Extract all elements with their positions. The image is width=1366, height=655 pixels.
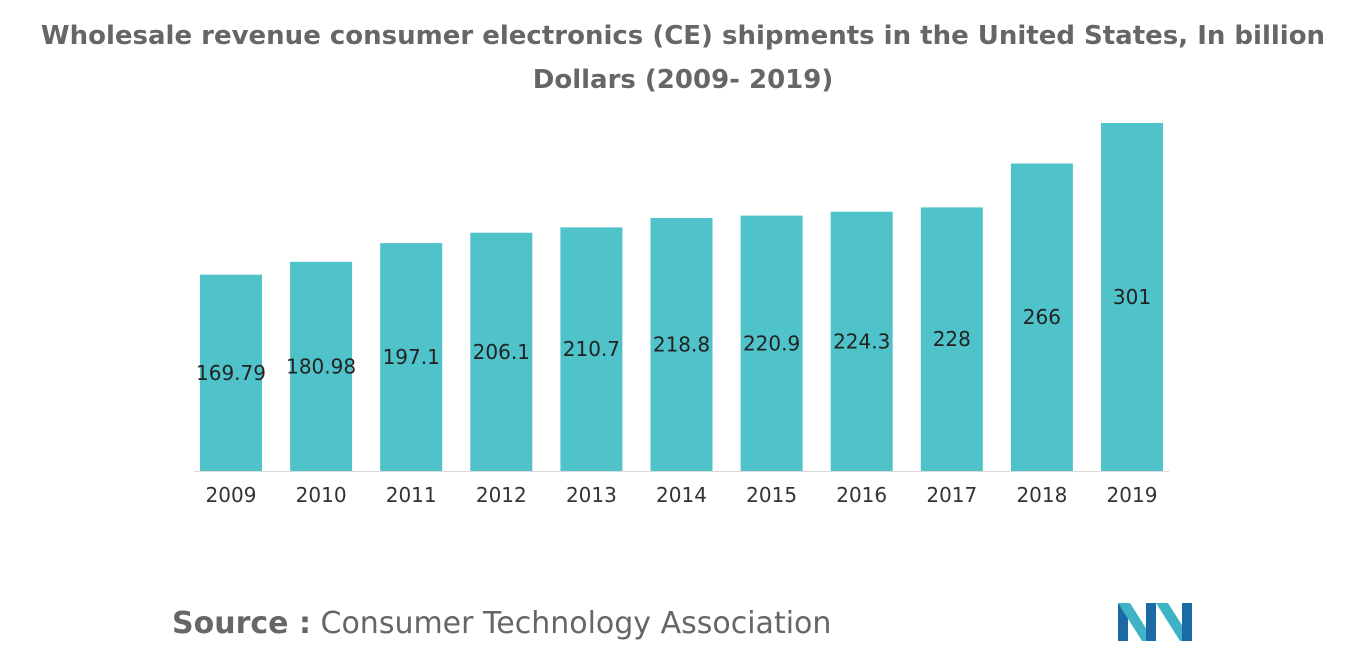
bar-2016: [830, 211, 893, 471]
bar-2011: [380, 243, 443, 471]
bar-2019: [1101, 123, 1163, 471]
x-tick-label-2013: 2013: [566, 483, 617, 507]
data-label-2017: 228: [933, 327, 971, 351]
chart-title-line-1: Wholesale revenue consumer electronics (…: [40, 21, 1326, 51]
bar-2014: [650, 218, 713, 471]
x-tick-label-2017: 2017: [926, 483, 977, 507]
mordor-intelligence-logo-icon: [1118, 603, 1192, 641]
data-label-2019: 301: [1113, 285, 1151, 309]
x-tick-label-2009: 2009: [206, 483, 257, 507]
data-label-2016: 224.3: [833, 329, 890, 353]
data-label-2018: 266: [1023, 305, 1061, 329]
data-label-2012: 206.1: [473, 340, 530, 364]
logo-right-leg: [1182, 603, 1192, 641]
data-label-2009: 169.79: [196, 361, 266, 385]
logo-left-diagonal: [1118, 603, 1154, 641]
x-tick-label-2015: 2015: [746, 483, 797, 507]
bar-2010: [290, 261, 353, 471]
bar-2012: [470, 232, 533, 471]
bar-2017: [920, 207, 983, 471]
source-note: Source : Consumer Technology Association: [172, 606, 831, 641]
x-tick-label-2016: 2016: [836, 483, 887, 507]
chart-title-line-2: Dollars (2009- 2019): [532, 65, 834, 95]
x-tick-label-2018: 2018: [1016, 483, 1067, 507]
bar-2015: [740, 215, 803, 471]
data-label-2015: 220.9: [743, 331, 800, 355]
x-tick-label-2011: 2011: [386, 483, 437, 507]
source-text: Consumer Technology Association: [320, 606, 832, 641]
bar-2009: [200, 274, 262, 471]
x-tick-label-2010: 2010: [296, 483, 347, 507]
data-label-2014: 218.8: [653, 333, 710, 357]
bar-2018: [1010, 163, 1073, 471]
logo-middle-leg: [1146, 603, 1156, 641]
x-tick-label-2019: 2019: [1107, 483, 1158, 507]
x-tick-label-2014: 2014: [656, 483, 707, 507]
bar-2013: [560, 227, 623, 471]
source-label: Source :: [172, 606, 311, 641]
data-label-2011: 197.1: [383, 345, 440, 369]
chart-title: Wholesale revenue consumer electronics (…: [0, 14, 1366, 102]
data-label-2013: 210.7: [563, 337, 620, 361]
x-tick-label-2012: 2012: [476, 483, 527, 507]
data-label-2010: 180.98: [286, 354, 356, 378]
